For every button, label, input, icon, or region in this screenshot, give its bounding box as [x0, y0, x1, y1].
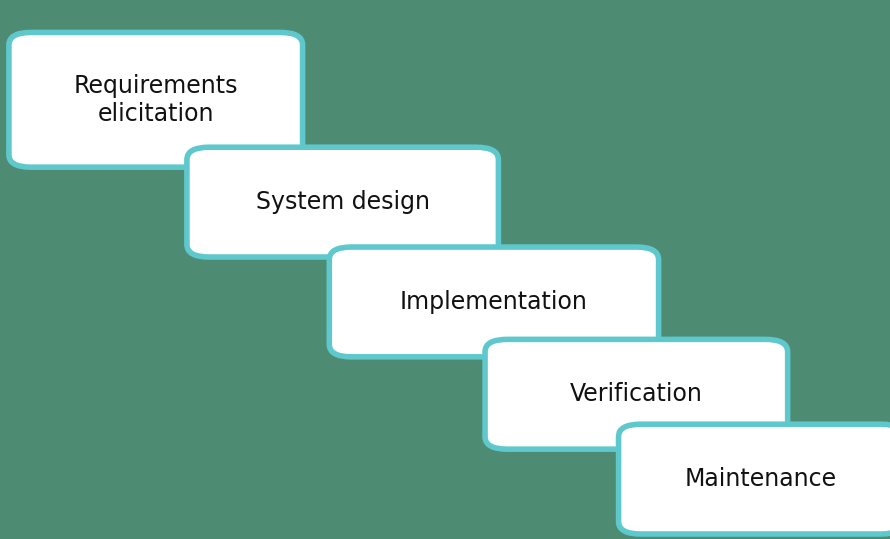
Text: Implementation: Implementation [400, 290, 588, 314]
FancyBboxPatch shape [619, 424, 890, 534]
FancyBboxPatch shape [9, 32, 303, 167]
FancyBboxPatch shape [187, 147, 498, 257]
Text: System design: System design [255, 190, 430, 214]
FancyBboxPatch shape [485, 340, 788, 449]
Text: Verification: Verification [570, 382, 703, 406]
FancyBboxPatch shape [329, 247, 659, 357]
Text: Maintenance: Maintenance [685, 467, 837, 491]
Text: Requirements
elicitation: Requirements elicitation [74, 74, 238, 126]
